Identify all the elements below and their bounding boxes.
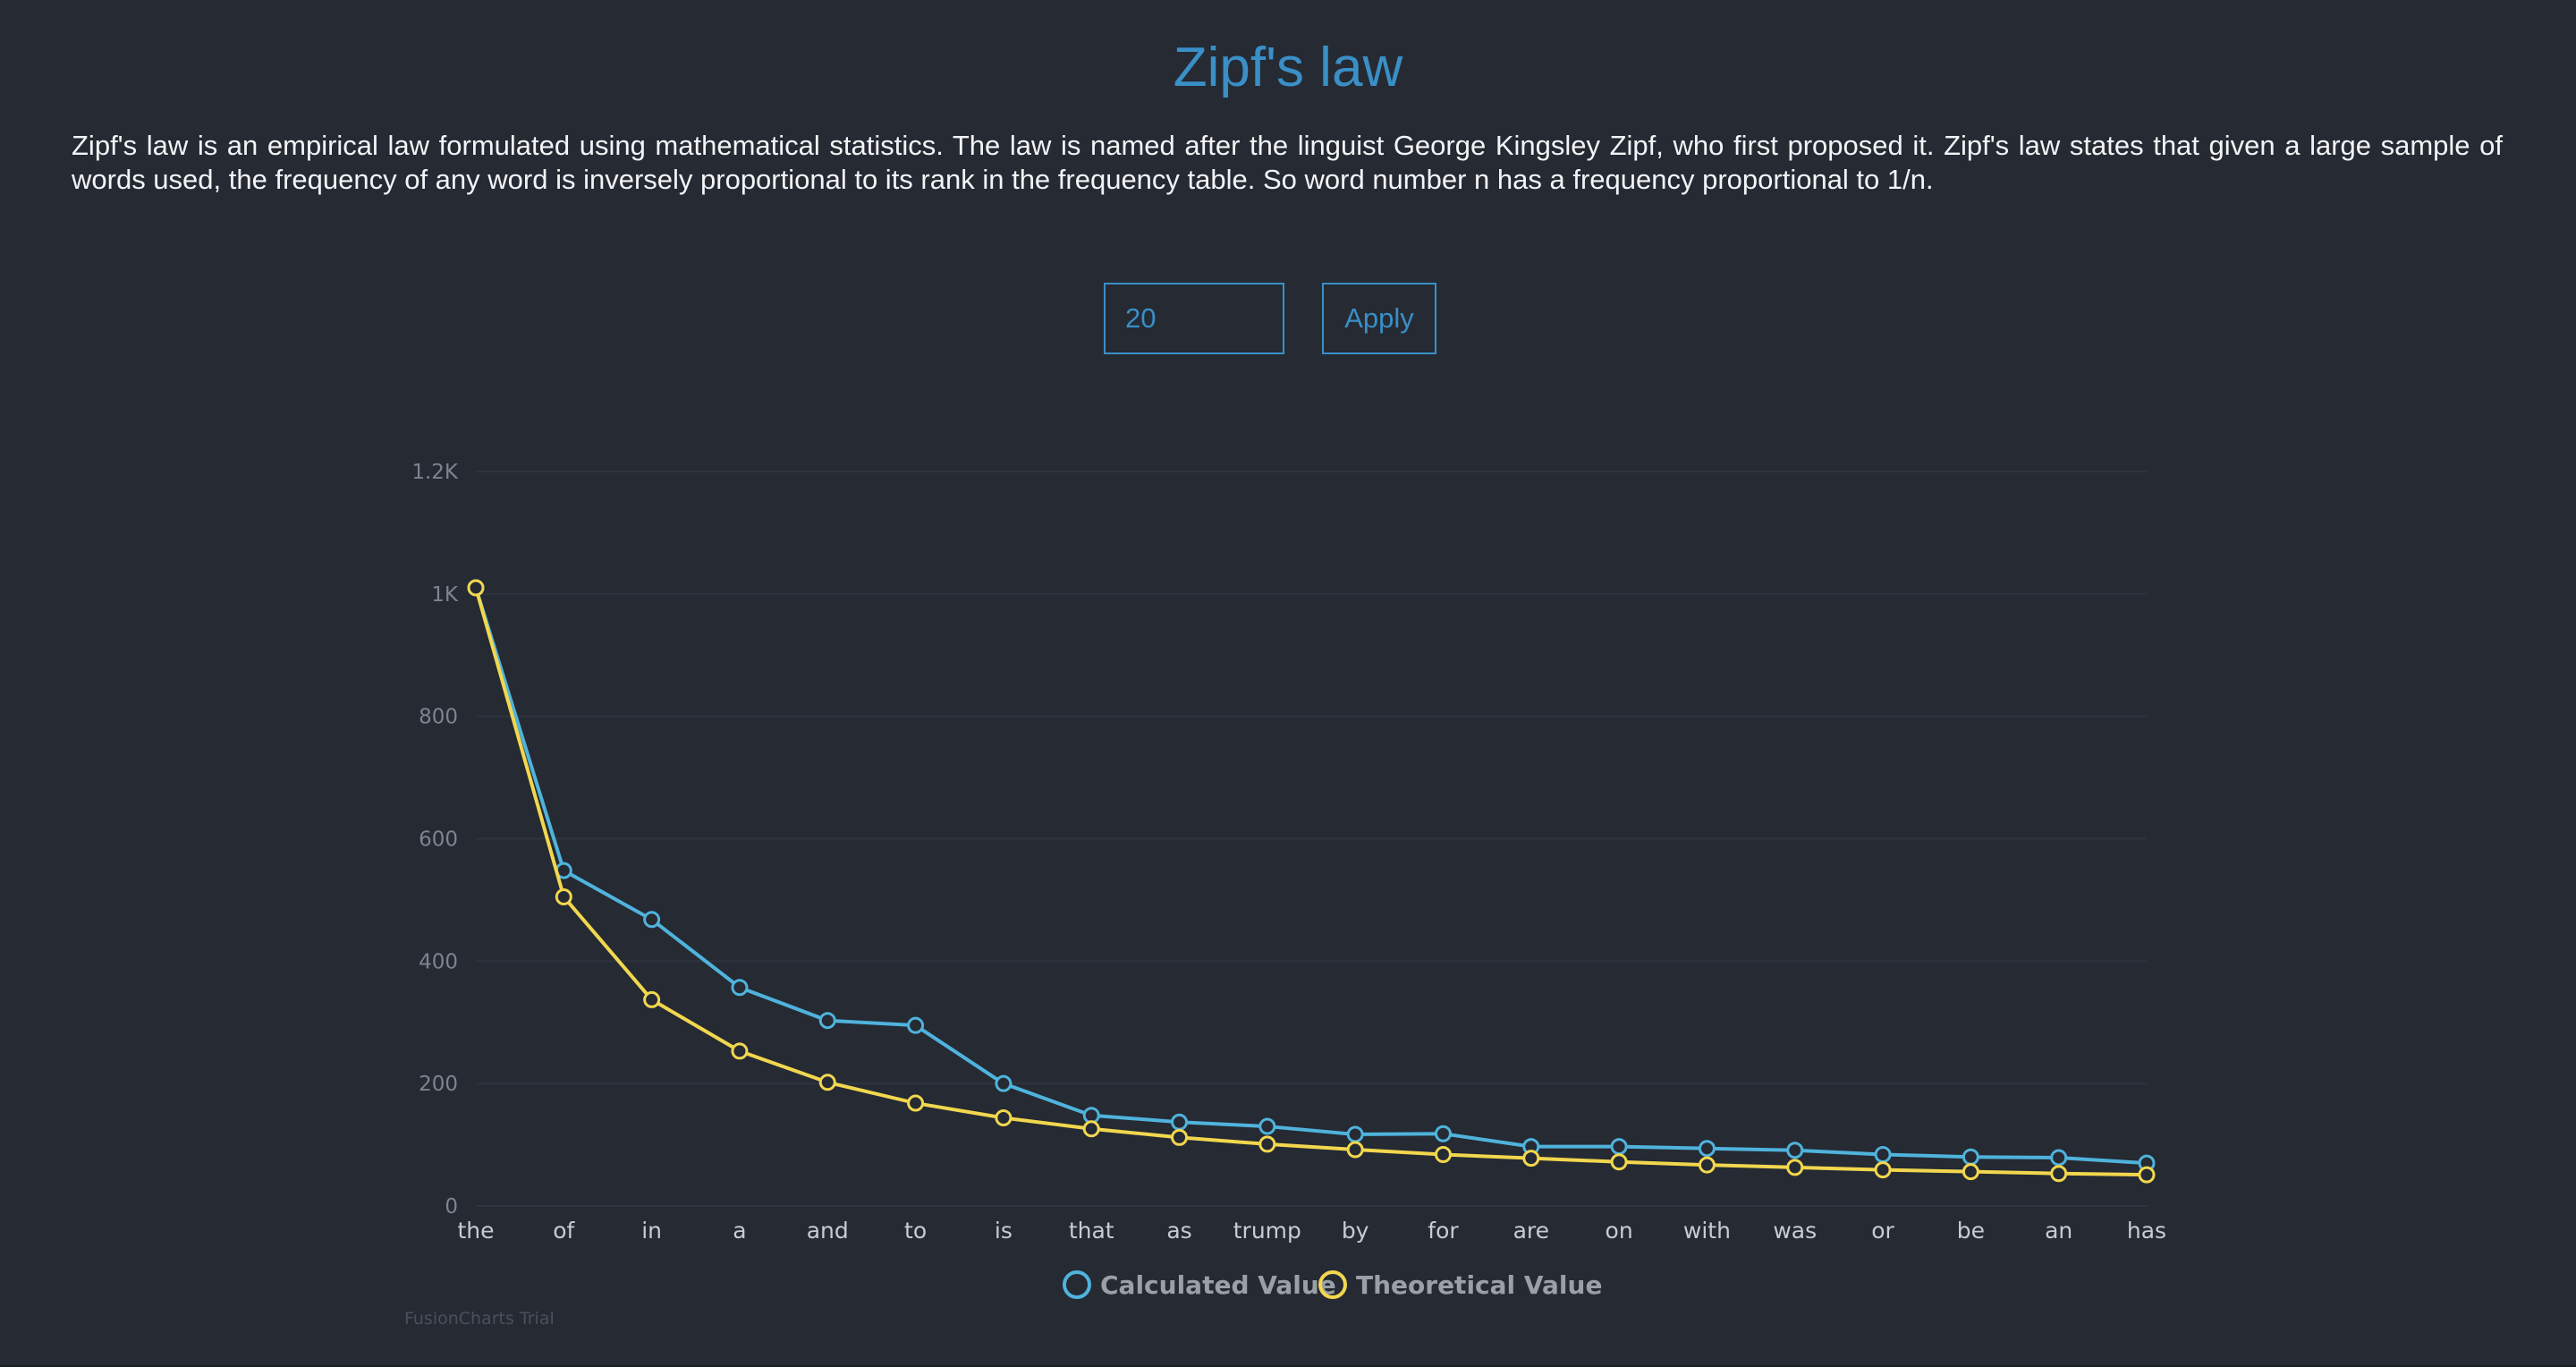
legend-marker [1063, 1270, 1091, 1299]
legend-marker [1318, 1270, 1347, 1299]
series-line [474, 587, 2148, 1166]
legend: Calculated Value Theoretical Value [1063, 1270, 1602, 1300]
word-count-input[interactable] [1104, 283, 1284, 354]
apply-button[interactable]: Apply [1322, 283, 1436, 354]
x-tick-label: an [2045, 1218, 2072, 1244]
data-point[interactable] [1434, 1125, 1452, 1142]
data-point[interactable] [1434, 1146, 1452, 1164]
series-layer [467, 579, 2156, 1184]
data-point[interactable] [1082, 1120, 1100, 1138]
data-point[interactable] [1874, 1146, 1892, 1164]
x-tick-label: with [1683, 1218, 1731, 1244]
data-point[interactable] [1610, 1138, 1628, 1156]
x-tick-label: are [1513, 1218, 1549, 1244]
data-point[interactable] [1962, 1148, 1979, 1166]
data-point[interactable] [1346, 1125, 1364, 1143]
data-point[interactable] [2138, 1166, 2156, 1184]
x-tick-label: to [904, 1218, 927, 1244]
data-point[interactable] [1171, 1113, 1189, 1131]
y-axis-ticks: 0 200 400 600 800 1K 1.2K [411, 461, 459, 1218]
series-theoretical-value [467, 579, 2156, 1184]
watermark-text: FusionCharts Trial [404, 1309, 555, 1329]
data-point[interactable] [818, 1074, 836, 1091]
x-tick-label: the [457, 1218, 494, 1244]
data-point[interactable] [555, 887, 572, 905]
x-tick-label: in [641, 1218, 662, 1244]
series-calculated-value [467, 579, 2156, 1172]
y-tick-label: 200 [419, 1073, 458, 1096]
legend-label: Calculated Value [1100, 1270, 1336, 1300]
legend-item[interactable]: Theoretical Value [1318, 1270, 1602, 1300]
x-tick-label: on [1606, 1218, 1633, 1244]
data-point[interactable] [995, 1108, 1013, 1126]
x-tick-label: by [1342, 1218, 1369, 1244]
series-line [474, 587, 2148, 1177]
data-point[interactable] [907, 1094, 925, 1112]
page-title: Zipf's law [1173, 37, 1403, 98]
x-tick-label: of [553, 1218, 575, 1244]
x-tick-label: for [1428, 1218, 1459, 1244]
y-tick-label: 800 [419, 706, 458, 729]
data-point[interactable] [1786, 1142, 1804, 1159]
y-tick-label: 1.2K [411, 461, 459, 484]
grid-lines [476, 471, 2147, 1207]
data-point[interactable] [1786, 1159, 1804, 1176]
y-tick-label: 1K [431, 583, 459, 607]
data-point[interactable] [1698, 1140, 1716, 1158]
x-tick-label: was [1773, 1218, 1817, 1244]
legend-label: Theoretical Value [1356, 1270, 1602, 1300]
x-tick-label: that [1069, 1218, 1114, 1244]
y-tick-label: 600 [419, 828, 458, 852]
data-point[interactable] [1874, 1161, 1892, 1179]
legend-item[interactable]: Calculated Value [1063, 1270, 1336, 1300]
x-tick-label: and [807, 1218, 849, 1244]
x-tick-label: is [995, 1218, 1013, 1244]
data-point[interactable] [1258, 1135, 1276, 1153]
x-tick-label: trump [1233, 1218, 1301, 1244]
data-point[interactable] [1698, 1156, 1716, 1174]
x-tick-label: as [1166, 1218, 1191, 1244]
data-point[interactable] [1258, 1117, 1276, 1135]
data-point[interactable] [643, 911, 661, 929]
data-point[interactable] [818, 1012, 836, 1030]
data-point[interactable] [1346, 1141, 1364, 1159]
x-tick-label: or [1871, 1218, 1894, 1244]
data-point[interactable] [995, 1074, 1013, 1092]
data-point[interactable] [467, 579, 485, 597]
x-axis-ticks: the of in a and to is that as trump by for are on with… [457, 1218, 2166, 1244]
data-point[interactable] [1522, 1150, 1540, 1167]
data-point[interactable] [731, 979, 749, 997]
data-point[interactable] [2050, 1165, 2068, 1183]
x-tick-label: be [1957, 1218, 1985, 1244]
data-point[interactable] [1610, 1153, 1628, 1171]
data-point[interactable] [2050, 1149, 2068, 1167]
data-point[interactable] [643, 990, 661, 1008]
data-point[interactable] [1962, 1163, 1979, 1181]
data-point[interactable] [907, 1016, 925, 1034]
controls: Apply [0, 283, 2576, 354]
y-tick-label: 400 [419, 950, 458, 973]
page-description: Zipf's law is an empirical law formulate… [72, 130, 2503, 195]
x-tick-label: a [733, 1218, 746, 1244]
data-point[interactable] [1171, 1128, 1189, 1146]
x-tick-label: has [2127, 1218, 2166, 1244]
y-tick-label: 0 [445, 1195, 458, 1218]
data-point[interactable] [731, 1042, 749, 1060]
